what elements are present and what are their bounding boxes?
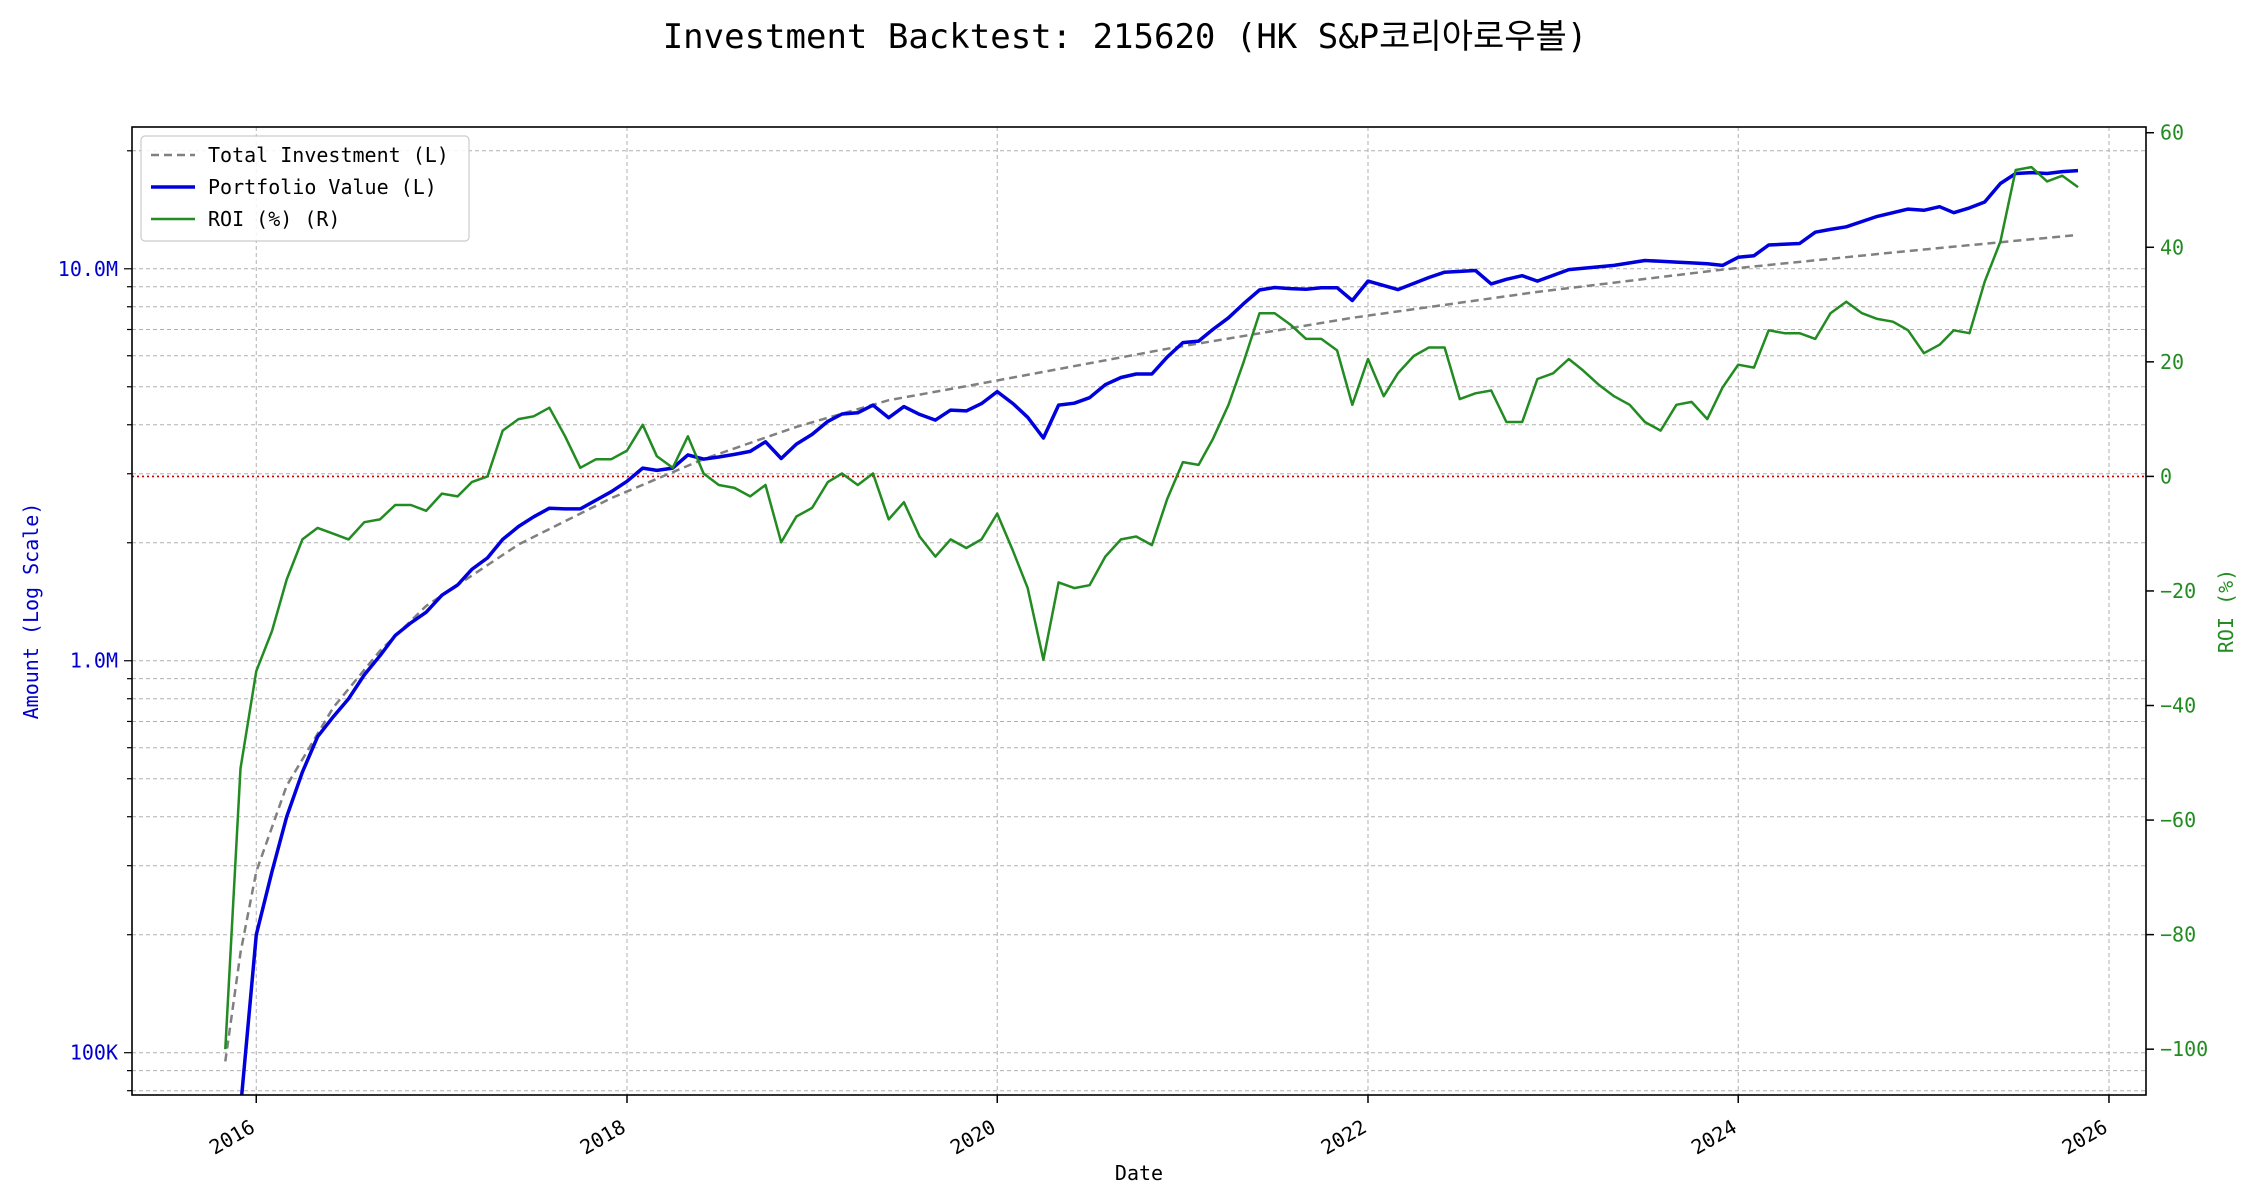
left-axis-label: Amount (Log Scale) (19, 503, 43, 720)
right-tick-label: −60 (2160, 808, 2196, 832)
series-layer (132, 165, 2146, 1095)
right-tick-label: 20 (2160, 350, 2184, 374)
portfolio-value-line (239, 168, 2079, 1095)
right-tick-label: −20 (2160, 579, 2196, 603)
chart-title: Investment Backtest: 215620 (HK S&P코리아로우… (663, 17, 1588, 57)
right-axis-label: ROI (%) (2214, 569, 2238, 653)
roi-line (224, 165, 2079, 1050)
right-tick-label: −80 (2160, 923, 2196, 947)
left-axis: 100K 1.0M 10.0M (58, 150, 132, 1092)
right-tick-label: 0 (2160, 464, 2172, 488)
x-axis-label: Date (1115, 1161, 1163, 1185)
x-tick-label: 2020 (946, 1115, 1000, 1160)
legend-label-roi: ROI (%) (R) (208, 207, 340, 231)
plot-frame (131, 126, 2147, 1096)
legend: Total Investment (L) Portfolio Value (L)… (140, 135, 470, 242)
legend-box (140, 135, 470, 242)
x-axis: 2016 2018 2020 2022 2024 2026 (205, 1095, 2111, 1159)
x-tick-label: 2022 (1317, 1115, 1371, 1160)
x-tick-label: 2024 (1687, 1115, 1741, 1160)
x-tick-label: 2026 (2058, 1115, 2112, 1160)
right-tick-label: −100 (2160, 1037, 2208, 1061)
left-tick-label: 1.0M (70, 649, 118, 673)
left-tick-label: 10.0M (58, 257, 118, 281)
legend-label-total-investment: Total Investment (L) (208, 143, 449, 167)
series-group (132, 165, 2146, 1095)
legend-label-portfolio-value: Portfolio Value (L) (208, 175, 437, 199)
right-tick-label: 40 (2160, 235, 2184, 259)
right-tick-label: 60 (2160, 121, 2184, 145)
x-tick-label: 2016 (205, 1115, 259, 1160)
left-tick-label: 100K (70, 1041, 118, 1065)
right-tick-label: −40 (2160, 694, 2196, 718)
grid (132, 127, 2146, 1095)
total-investment-line (224, 233, 2079, 1062)
right-axis: −100 −80 −60 −40 −20 0 20 40 60 (2146, 121, 2208, 1061)
x-tick-label: 2018 (576, 1115, 630, 1160)
